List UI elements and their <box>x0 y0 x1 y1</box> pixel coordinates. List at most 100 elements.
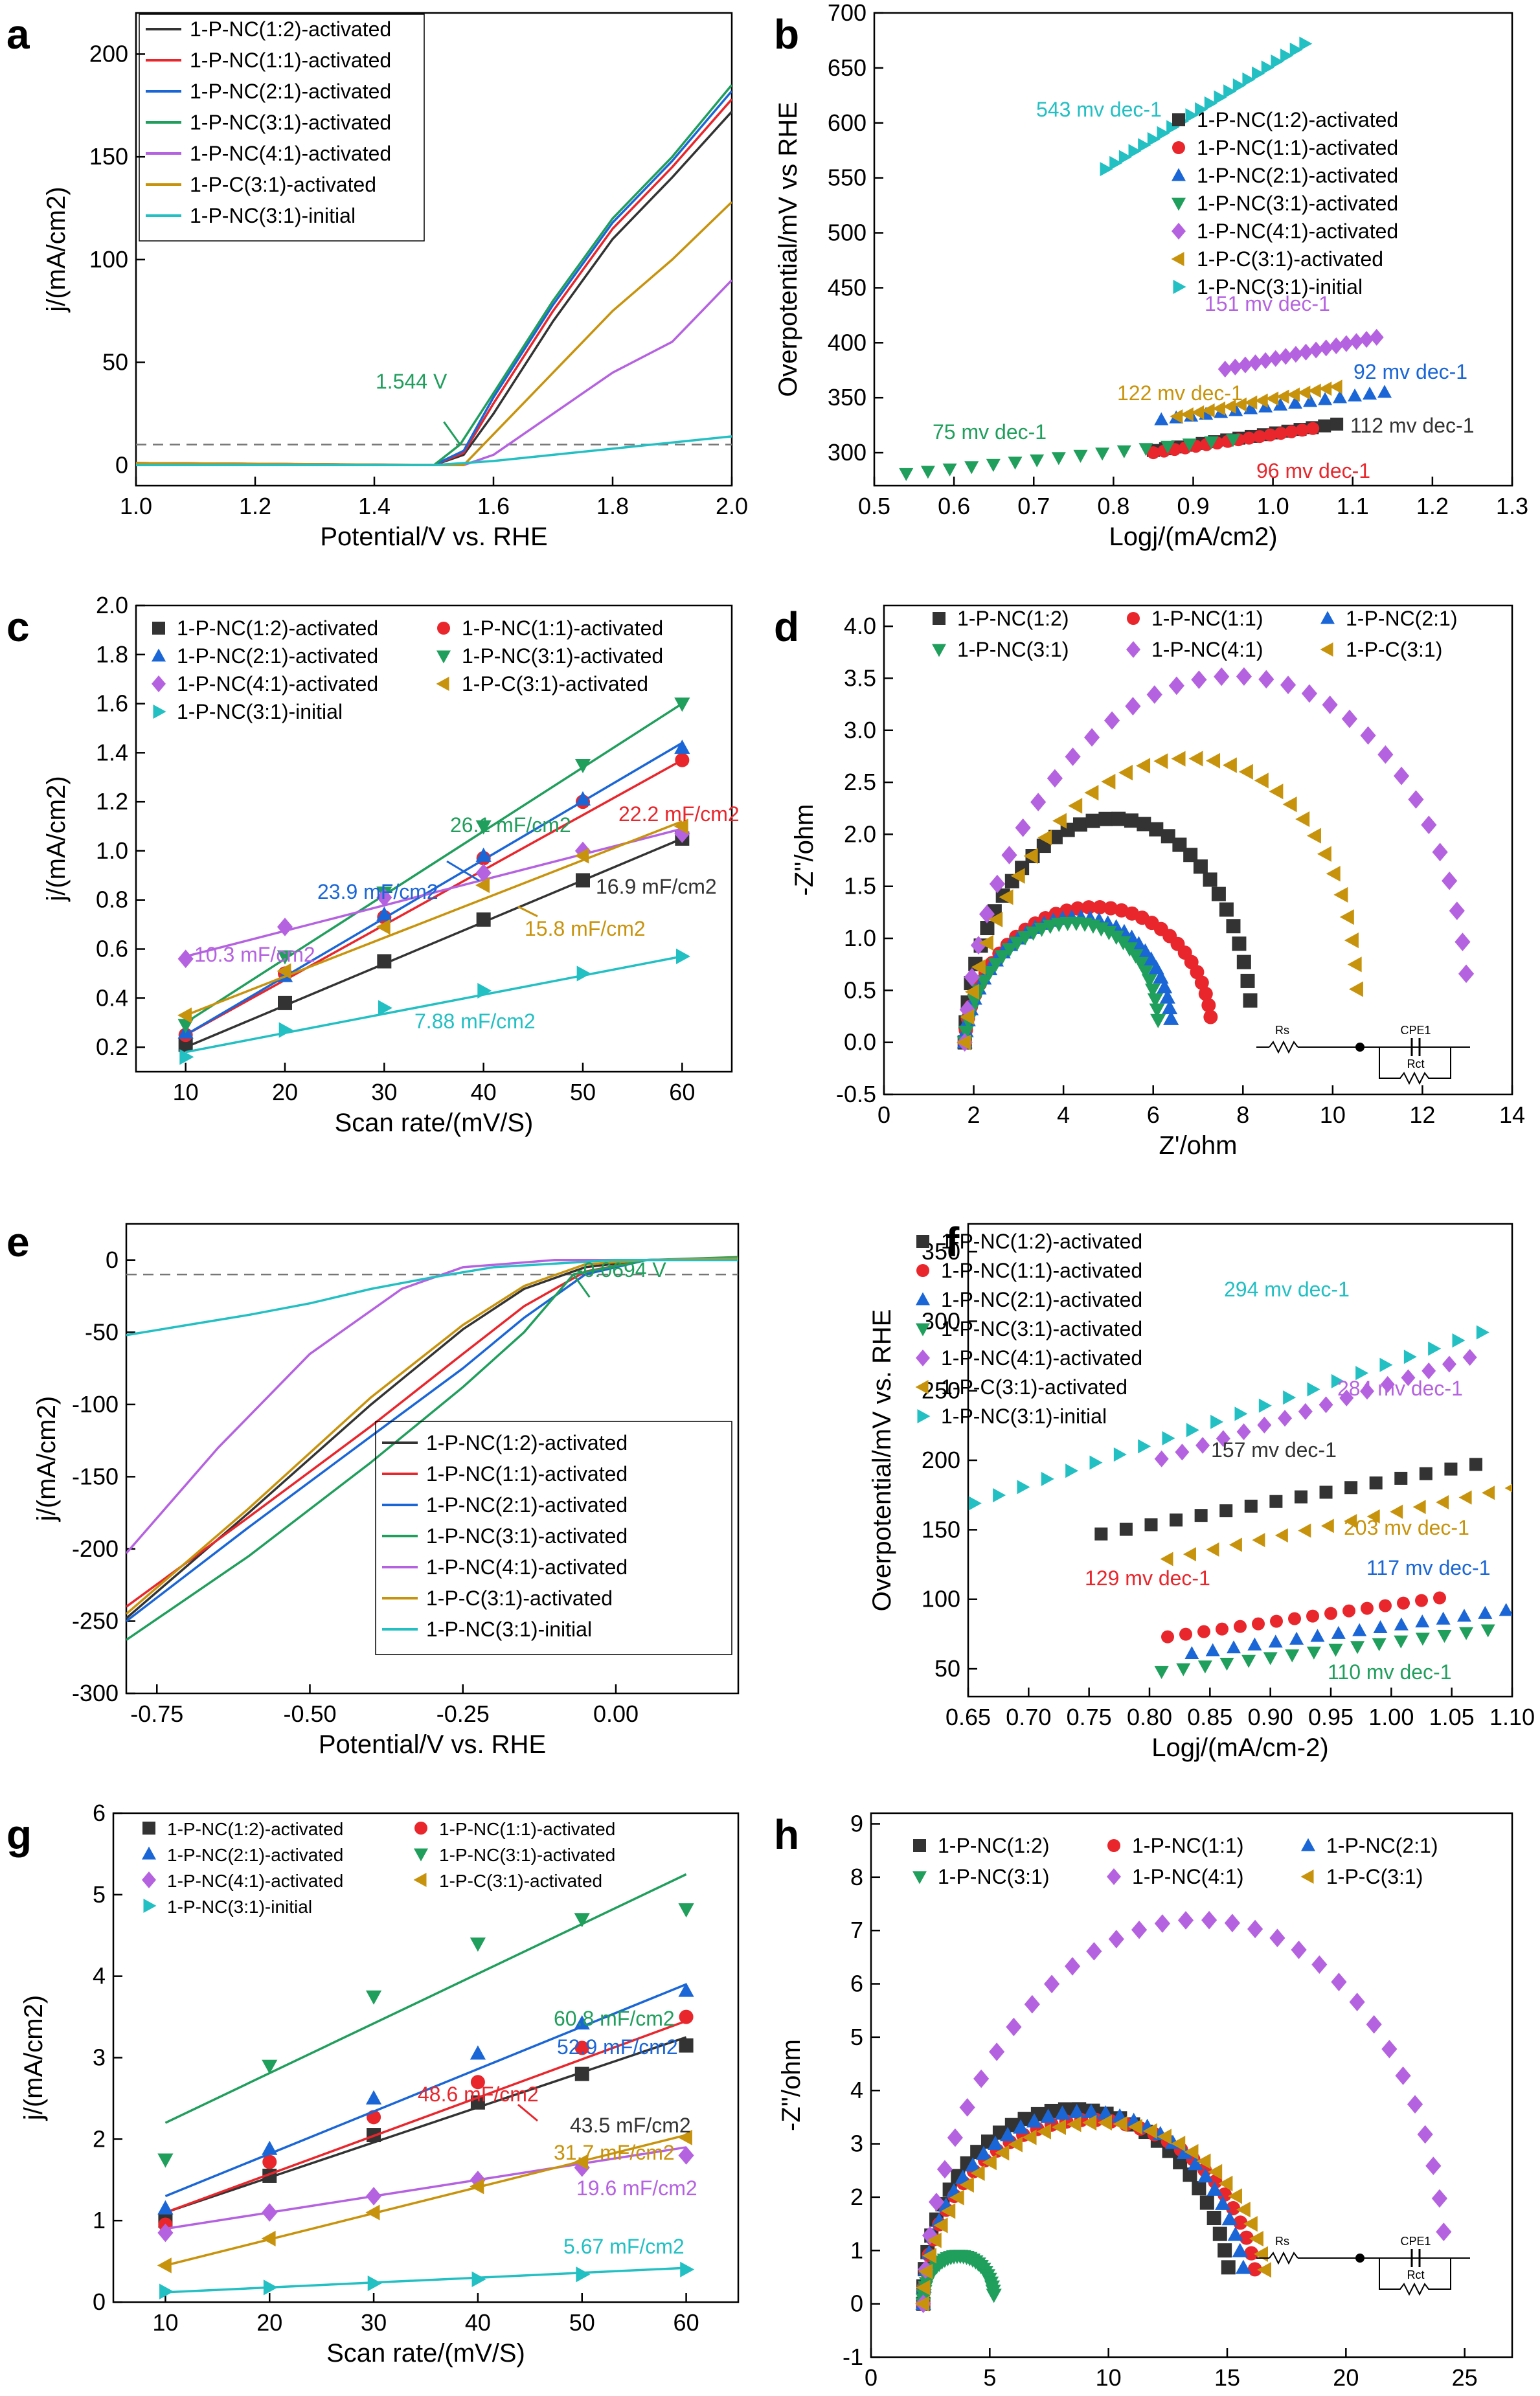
x-tick-label: 10 <box>152 2309 178 2336</box>
data-point <box>1394 1471 1408 1485</box>
data-point <box>1355 1366 1369 1381</box>
y-axis-label: j/(mA/cm2) <box>42 776 71 901</box>
annotation-label: 43.5 mF/cm2 <box>570 2114 691 2137</box>
legend-item: 1-P-C(3:1)-activated <box>1171 247 1383 271</box>
data-point <box>1442 871 1458 890</box>
data-point <box>988 958 1004 973</box>
legend-label: 1-P-NC(1:1)-activated <box>462 616 663 640</box>
data-point <box>922 2248 936 2264</box>
legend-label: 1-P-NC(1:1)-activated <box>190 49 391 72</box>
y-tick-label: 100 <box>922 1586 960 1612</box>
x-axis-label: Scan rate/(mV/S) <box>326 2339 525 2368</box>
legend-label: 1-P-NC(1:1)-activated <box>426 1462 628 1486</box>
data-point <box>1186 1423 1199 1438</box>
y-tick-label: 4 <box>850 2077 863 2103</box>
data-point <box>475 820 492 835</box>
legend-item: 1-P-NC(4:1)-activated <box>382 1555 628 1579</box>
data-point <box>964 984 979 1000</box>
x-tick-label: 10 <box>1320 1102 1346 1128</box>
data-point <box>1160 1552 1173 1566</box>
data-point <box>476 912 491 927</box>
data-point <box>1138 138 1151 153</box>
y-tick-label: 2 <box>850 2184 863 2210</box>
data-point <box>1299 36 1313 51</box>
data-point <box>1191 670 1207 689</box>
data-point <box>1223 399 1236 414</box>
data-point <box>1243 2216 1258 2232</box>
x-tick-label: 1.00 <box>1368 1704 1414 1730</box>
data-point <box>1161 829 1175 844</box>
legend-marker <box>915 1380 929 1394</box>
data-point <box>1184 2143 1199 2160</box>
data-point <box>1219 1504 1233 1518</box>
legend-marker <box>1172 198 1186 211</box>
annotation-label: 48.6 mF/cm2 <box>418 2083 539 2106</box>
data-point <box>1192 2181 1206 2196</box>
data-point <box>1198 986 1213 1001</box>
legend: 1-P-NC(1:2)-activated 1-P-NC(1:1)-activat… <box>375 1421 732 1655</box>
data-point <box>1204 436 1219 449</box>
data-point <box>1341 709 1358 729</box>
data-point <box>1227 1640 1241 1654</box>
data-point <box>999 889 1013 905</box>
data-point <box>1379 1599 1392 1612</box>
data-point <box>1177 1911 1194 1930</box>
data-point <box>1022 2129 1037 2145</box>
data-point <box>1437 1630 1452 1644</box>
y-tick-label: 1.8 <box>96 641 128 668</box>
data-point <box>1118 150 1132 164</box>
series-line <box>126 1259 738 1337</box>
data-point <box>1318 419 1331 433</box>
y-tick-label: 0 <box>115 451 128 478</box>
data-point <box>1360 726 1376 745</box>
data-point <box>1419 1467 1432 1480</box>
equivalent-circuit: Rs CPE1 Rct <box>1256 1024 1470 1085</box>
data-point <box>1073 449 1088 463</box>
data-point <box>1216 1430 1230 1447</box>
data-point <box>1083 2103 1100 2118</box>
annotation-label: 23.9 mF/cm2 <box>317 880 438 903</box>
data-point <box>1171 2136 1186 2152</box>
x-tick-label: 30 <box>371 1079 397 1105</box>
data-point <box>1194 1509 1208 1522</box>
y-axis-label: -Z''/ohm <box>777 2039 806 2131</box>
data-point <box>1208 2175 1223 2189</box>
data-point <box>376 919 391 935</box>
data-point <box>1265 391 1279 406</box>
x-tick-label: 0.6 <box>938 493 970 519</box>
x-tick-label: 20 <box>256 2309 282 2336</box>
data-point <box>964 461 979 475</box>
y-tick-label: 1 <box>850 2237 863 2263</box>
legend-item: 1-P-NC(1:1) <box>1127 607 1263 630</box>
x-tick-label: 1.2 <box>1416 493 1449 519</box>
data-point <box>1182 438 1197 452</box>
rct-resistor <box>1379 1047 1451 1085</box>
data-point <box>1303 394 1318 407</box>
data-point <box>1162 1000 1178 1015</box>
data-point <box>1195 1436 1210 1454</box>
series-line <box>126 1256 738 1641</box>
data-point <box>1331 1625 1346 1639</box>
data-point <box>1236 955 1251 969</box>
annotation-label: -0.0694 V <box>576 1258 666 1282</box>
legend-marker <box>414 1822 427 1835</box>
legend-label: 1-P-NC(1:1)-activated <box>439 1819 615 1839</box>
fit-line <box>185 820 683 1017</box>
data-point <box>1268 1634 1283 1648</box>
data-point <box>1244 395 1258 410</box>
data-point <box>1252 1533 1265 1548</box>
data-point <box>1431 2189 1447 2208</box>
panel-letter: h <box>774 1811 799 1858</box>
y-tick-label: 150 <box>922 1516 960 1543</box>
data-point <box>1010 868 1025 884</box>
data-point <box>1017 931 1033 945</box>
legend-marker <box>913 1839 926 1852</box>
x-tick-label: 8 <box>1236 1102 1249 1128</box>
data-point <box>1024 1995 1040 2014</box>
annotation-label: 110 mv dec-1 <box>1328 1660 1452 1684</box>
data-point <box>1236 2202 1251 2218</box>
data-point <box>1226 434 1241 447</box>
data-point <box>1086 1941 1102 1961</box>
data-point <box>1242 72 1256 87</box>
data-point <box>1206 1542 1219 1557</box>
